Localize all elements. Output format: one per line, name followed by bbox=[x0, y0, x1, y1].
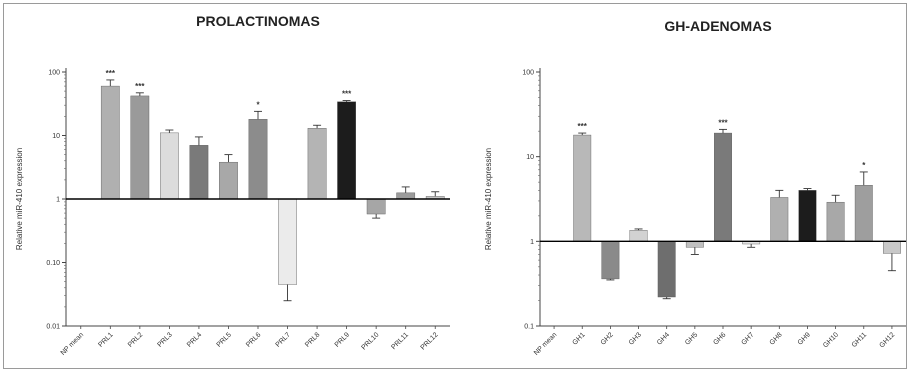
gh-x-tick-label: GH10 bbox=[822, 331, 840, 349]
gh-bar bbox=[854, 185, 873, 242]
gh-x-tick-label: GH12 bbox=[878, 331, 896, 349]
prl-chart-title: PROLACTINOMAS bbox=[196, 13, 320, 29]
prl-y-tick-label: 0.10 bbox=[46, 260, 60, 267]
prl-y-axis-label: Relative miR-410 expression bbox=[15, 148, 24, 250]
prl-bar bbox=[248, 119, 268, 200]
prl-x-tick-label: PRL2 bbox=[127, 331, 144, 348]
gh-bar bbox=[798, 190, 817, 242]
gh-x-tick-label: NP mean bbox=[533, 331, 559, 357]
gh-bar bbox=[657, 241, 676, 298]
gh-bar bbox=[573, 134, 592, 242]
gh-bar bbox=[685, 241, 704, 248]
gh-x-tick-label: GH8 bbox=[769, 331, 784, 346]
gh-chart-title: GH-ADENOMAS bbox=[664, 18, 771, 34]
prl-y-tick-label: 1 bbox=[56, 197, 60, 204]
prl-x-tick-label: PRL5 bbox=[216, 331, 233, 348]
prl-x-tick-label: PRL4 bbox=[186, 331, 203, 348]
gh-significance-label: * bbox=[862, 161, 866, 170]
gh-x-tick-label: GH11 bbox=[851, 331, 869, 349]
prl-y-tick-label: 0.01 bbox=[46, 324, 60, 331]
figure-frame bbox=[3, 3, 907, 369]
gh-y-tick-label: 10 bbox=[526, 154, 534, 161]
gh-y-tick-label: 0.1 bbox=[524, 324, 534, 331]
prl-x-tick-label: PRL7 bbox=[275, 331, 292, 348]
gh-bar bbox=[826, 201, 845, 242]
prl-bar bbox=[130, 95, 150, 200]
gh-bar bbox=[770, 197, 789, 242]
prl-bar bbox=[100, 85, 120, 200]
prl-x-tick-label: PRL6 bbox=[245, 331, 262, 348]
gh-significance-label: *** bbox=[718, 118, 728, 127]
prl-y-tick-label: 10 bbox=[52, 133, 60, 140]
gh-x-tick-label: GH1 bbox=[572, 331, 587, 346]
prl-x-tick-label: PRL9 bbox=[334, 331, 351, 348]
prl-bar bbox=[337, 101, 356, 200]
gh-x-tick-label: GH9 bbox=[797, 331, 812, 346]
prl-x-tick-label: NP mean bbox=[60, 331, 86, 357]
prl-significance-label: *** bbox=[342, 90, 352, 99]
prl-x-tick-label: PRL12 bbox=[420, 331, 440, 351]
prl-x-tick-label: PRL3 bbox=[156, 331, 173, 348]
prl-y-tick-label: 100 bbox=[48, 70, 60, 77]
prl-significance-label: *** bbox=[135, 82, 145, 91]
gh-significance-label: *** bbox=[578, 122, 588, 131]
prl-x-tick-label: PRL11 bbox=[390, 331, 410, 351]
prl-bar bbox=[219, 161, 238, 200]
prl-significance-label: *** bbox=[106, 69, 116, 78]
gh-y-tick-label: 1 bbox=[530, 239, 534, 246]
gh-x-tick-label: GH7 bbox=[740, 331, 755, 346]
gh-y-axis-label: Relative miR-410 expression bbox=[484, 148, 493, 250]
prl-bar bbox=[189, 145, 209, 200]
gh-x-tick-label: GH5 bbox=[684, 331, 699, 346]
prl-bar bbox=[396, 192, 416, 200]
gh-x-tick-label: GH3 bbox=[628, 331, 643, 346]
prl-x-tick-label: PRL10 bbox=[360, 331, 380, 351]
gh-x-tick-label: GH6 bbox=[712, 331, 727, 346]
prl-bar bbox=[160, 132, 179, 200]
prl-bar bbox=[366, 198, 386, 215]
gh-y-tick-label: 100 bbox=[522, 70, 534, 77]
prl-bar bbox=[278, 198, 297, 285]
prl-x-tick-label: PRL8 bbox=[304, 331, 321, 348]
gh-bar bbox=[714, 132, 732, 242]
gh-bar bbox=[882, 241, 901, 254]
gh-x-tick-label: GH2 bbox=[600, 331, 615, 346]
gh-bar bbox=[629, 230, 648, 242]
prl-bar bbox=[307, 128, 327, 200]
gh-x-tick-label: GH4 bbox=[656, 331, 671, 346]
prl-x-tick-label: PRL1 bbox=[97, 331, 114, 348]
gh-bar bbox=[601, 241, 620, 280]
prl-significance-label: * bbox=[256, 100, 260, 109]
